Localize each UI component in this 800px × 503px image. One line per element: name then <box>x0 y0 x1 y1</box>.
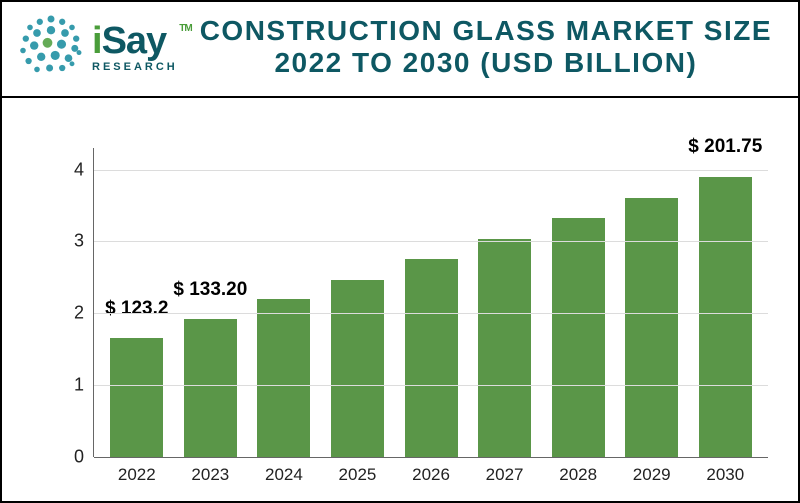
brand-tm: TM <box>179 24 191 34</box>
chart-area: 2022$ 123.22023$ 133.2020242025202620272… <box>2 98 798 501</box>
x-tick-label: 2027 <box>486 457 524 485</box>
bar-column: 2022$ 123.2 <box>100 148 174 457</box>
x-tick-label: 2025 <box>339 457 377 485</box>
bar <box>257 299 310 457</box>
y-tick-label: 2 <box>74 303 94 324</box>
grid-line <box>94 241 768 242</box>
bar <box>331 280 384 457</box>
bar-column: 2026 <box>394 148 468 457</box>
bars-container: 2022$ 123.22023$ 133.2020242025202620272… <box>94 148 768 457</box>
data-label: $ 133.20 <box>173 279 247 301</box>
bar <box>625 198 678 457</box>
x-tick-label: 2029 <box>633 457 671 485</box>
y-tick-label: 0 <box>74 447 94 468</box>
bar <box>110 338 163 457</box>
globe-icon <box>16 12 86 82</box>
x-tick-label: 2030 <box>706 457 744 485</box>
grid-line <box>94 385 768 386</box>
bar-column: 2027 <box>468 148 542 457</box>
bar-column: 2024 <box>247 148 321 457</box>
bar-column: 2025 <box>321 148 395 457</box>
x-tick-label: 2026 <box>412 457 450 485</box>
bar <box>405 259 458 457</box>
bar <box>478 239 531 457</box>
x-tick-label: 2023 <box>191 457 229 485</box>
bar-column: 2023$ 133.20 <box>174 148 248 457</box>
brand-subtitle: RESEARCH <box>92 62 178 73</box>
brand-i: i <box>92 20 102 62</box>
data-label: $ 201.75 <box>688 136 762 158</box>
brand-name: iSayTM <box>92 22 178 60</box>
bar-column: 2028 <box>541 148 615 457</box>
grid-line <box>94 170 768 171</box>
bar <box>552 218 605 457</box>
bar-column: 2030$ 201.75 <box>689 148 763 457</box>
brand-text: iSayTM RESEARCH <box>92 22 178 73</box>
bar <box>699 177 752 457</box>
logo: iSayTM RESEARCH <box>16 12 178 82</box>
header: iSayTM RESEARCH CONSTRUCTION GLASS MARKE… <box>2 2 798 98</box>
x-tick-label: 2028 <box>559 457 597 485</box>
x-tick-label: 2024 <box>265 457 303 485</box>
y-tick-label: 1 <box>74 375 94 396</box>
grid-line <box>94 313 768 314</box>
bar-column: 2029 <box>615 148 689 457</box>
x-tick-label: 2022 <box>118 457 156 485</box>
plot-region: 2022$ 123.22023$ 133.2020242025202620272… <box>94 148 768 457</box>
chart-title: CONSTRUCTION GLASS MARKET SIZE 2022 TO 2… <box>192 15 780 79</box>
y-tick-label: 3 <box>74 231 94 252</box>
bar <box>184 319 237 457</box>
data-label: $ 123.2 <box>105 298 168 320</box>
figure-frame: iSayTM RESEARCH CONSTRUCTION GLASS MARKE… <box>0 0 800 503</box>
y-tick-label: 4 <box>74 159 94 180</box>
brand-say: Say <box>102 20 167 62</box>
